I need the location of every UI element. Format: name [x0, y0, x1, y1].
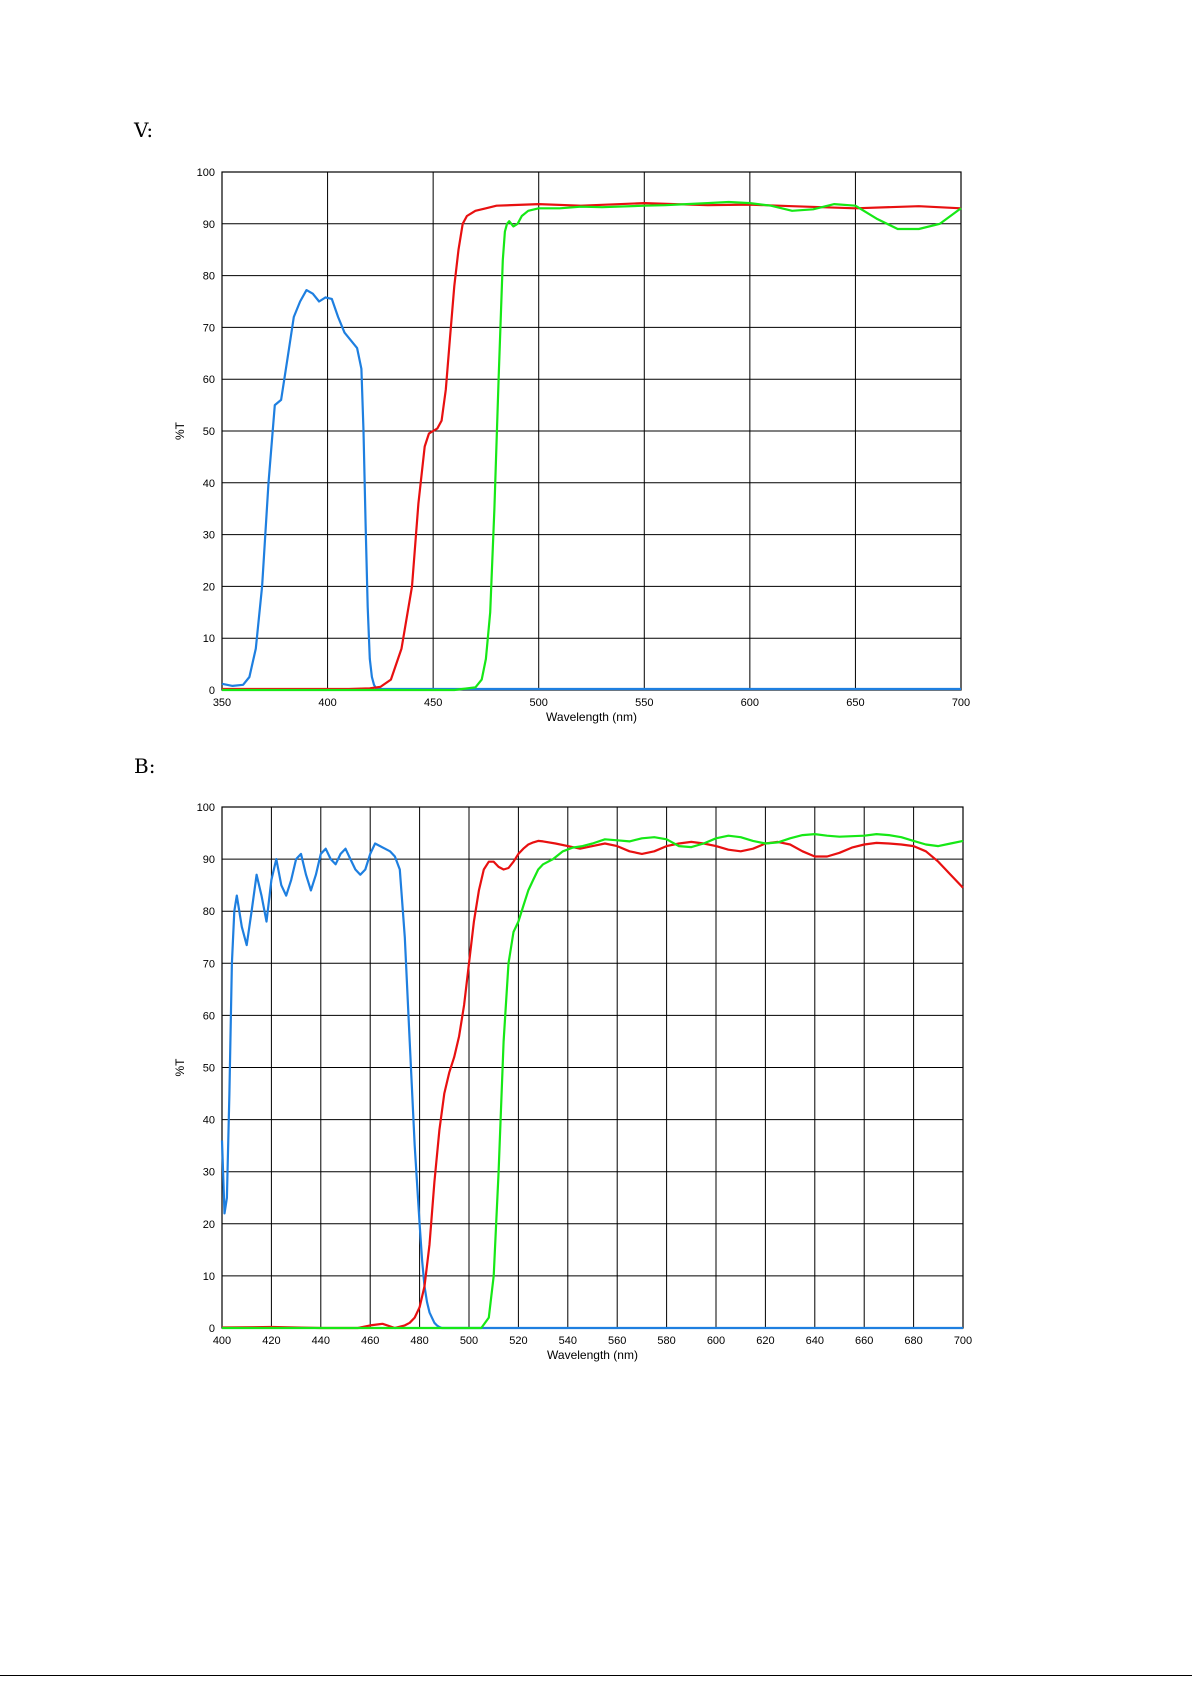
x-tick-label: 480	[410, 1335, 428, 1347]
y-tick-label: 0	[209, 685, 215, 697]
panel-label-b: B:	[134, 754, 156, 778]
y-tick-label: 40	[203, 1115, 215, 1127]
y-tick-label: 30	[203, 530, 215, 542]
x-tick-label: 520	[509, 1335, 527, 1347]
y-tick-label: 100	[197, 167, 215, 179]
x-tick-label: 450	[424, 697, 442, 709]
x-tick-label: 650	[846, 697, 864, 709]
chart-b: 0 10 20 30 40 50 60 70 80 90 100 400 420 440 460 480 500…	[173, 802, 972, 1362]
x-tick-label: 700	[952, 697, 970, 709]
x-tick-label: 420	[262, 1335, 280, 1347]
x-tick-label: 560	[608, 1335, 626, 1347]
series-line-2	[222, 833, 964, 1330]
x-tick-label: 460	[361, 1335, 379, 1347]
y-tick-label: 100	[197, 802, 215, 814]
x-tick-label: 660	[855, 1335, 873, 1347]
series-line-0	[221, 289, 961, 691]
x-tick-label: 400	[318, 697, 336, 709]
y-tick-label: 0	[209, 1323, 215, 1335]
series-line-2	[222, 200, 962, 692]
x-axis-title: Wavelength (nm)	[546, 710, 637, 724]
series-line-1	[221, 839, 964, 1330]
x-tick-label: 700	[954, 1335, 972, 1347]
chart-v: 0 10 20 30 40 50 60 70 80 90 100 350 400 450 500 550 600…	[173, 167, 970, 724]
x-axis-title: Wavelength (nm)	[547, 1348, 638, 1362]
x-tick-label: 550	[635, 697, 653, 709]
x-tick-label: 580	[657, 1335, 675, 1347]
y-tick-label: 70	[203, 958, 215, 970]
x-tick-label: 350	[213, 697, 231, 709]
y-tick-label: 80	[203, 271, 215, 283]
y-tick-label: 20	[203, 1219, 215, 1231]
x-tick-label: 640	[806, 1335, 824, 1347]
y-tick-label: 40	[203, 478, 215, 490]
y-tick-label: 10	[203, 633, 215, 645]
x-tick-label: 600	[741, 697, 759, 709]
y-tick-label: 70	[203, 322, 215, 334]
x-tick-label: 500	[460, 1335, 478, 1347]
panel-label-v: V:	[134, 118, 154, 142]
x-tick-label: 540	[559, 1335, 577, 1347]
y-axis-title: %T	[173, 1058, 187, 1077]
x-tick-label: 440	[312, 1335, 330, 1347]
x-tick-label: 620	[756, 1335, 774, 1347]
y-tick-label: 30	[203, 1167, 215, 1179]
x-tick-label: 680	[904, 1335, 922, 1347]
footer-rule	[0, 1675, 1192, 1676]
y-tick-label: 20	[203, 581, 215, 593]
y-tick-label: 10	[203, 1271, 215, 1283]
y-axis-title: %T	[173, 421, 187, 440]
y-tick-label: 60	[203, 374, 215, 386]
x-tick-label: 500	[530, 697, 548, 709]
y-tick-label: 50	[203, 426, 215, 438]
y-tick-label: 80	[203, 906, 215, 918]
series-line-0	[220, 842, 963, 1330]
y-tick-label: 90	[203, 854, 215, 866]
y-tick-label: 50	[203, 1063, 215, 1075]
y-tick-label: 90	[203, 219, 215, 231]
x-tick-label: 400	[213, 1335, 231, 1347]
y-tick-label: 60	[203, 1010, 215, 1022]
x-tick-label: 600	[707, 1335, 725, 1347]
